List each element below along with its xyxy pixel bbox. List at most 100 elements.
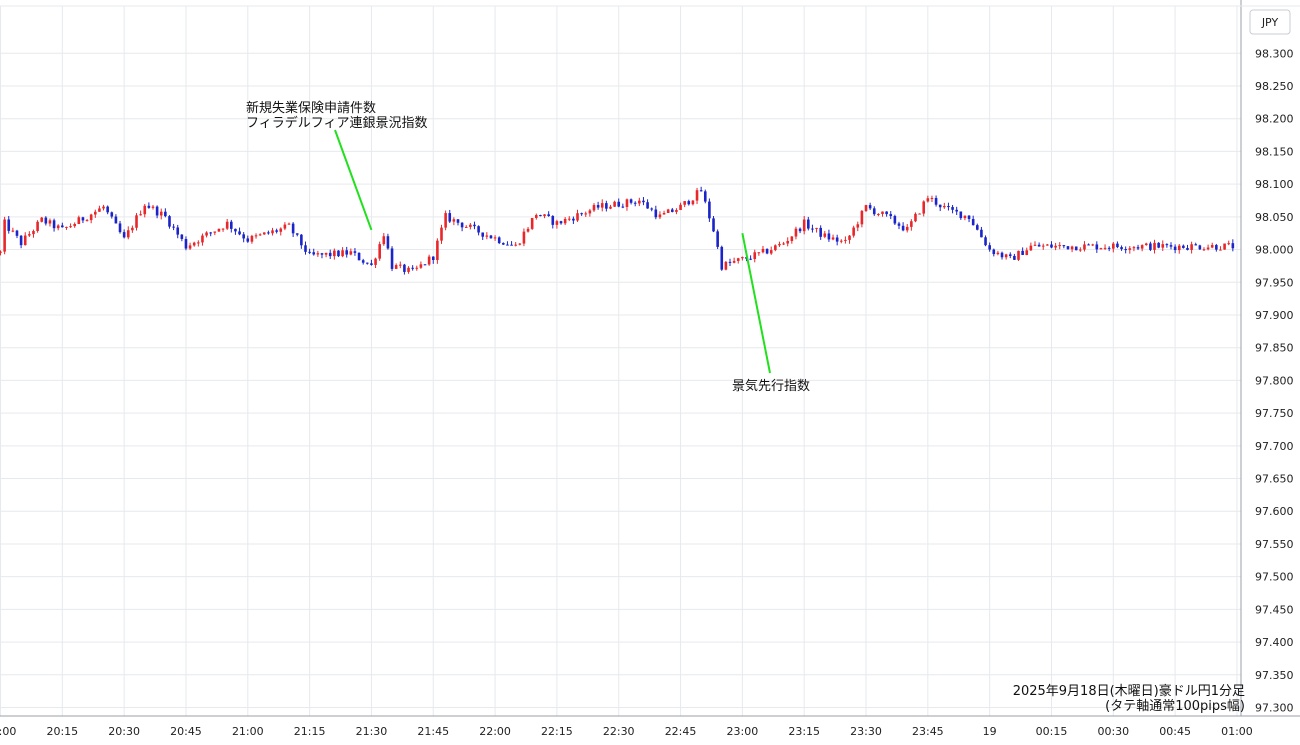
candle-body — [741, 257, 744, 259]
candle-body — [798, 228, 802, 232]
candle-body — [192, 242, 196, 246]
candle-body — [374, 258, 377, 265]
candle-body — [675, 210, 678, 212]
candle-body — [926, 198, 930, 202]
candle-body — [407, 267, 410, 272]
candle-body — [753, 252, 757, 259]
candle-body — [567, 218, 571, 220]
candle-body — [687, 201, 691, 205]
y-tick-label: 97.400 — [1255, 636, 1294, 649]
candle-body — [922, 201, 926, 214]
candle-body — [638, 200, 641, 204]
candle-body — [856, 224, 860, 228]
candle-body — [543, 214, 546, 217]
candle-body — [460, 222, 464, 228]
candle-body — [411, 267, 414, 269]
candle-body — [823, 233, 827, 237]
candle-body — [1177, 245, 1181, 251]
candle-body — [633, 202, 637, 204]
candle-body — [197, 242, 200, 244]
candle-body — [848, 235, 851, 240]
candle-body — [176, 227, 180, 235]
x-tick-label: 01:00 — [1221, 725, 1253, 738]
candle-body — [456, 219, 460, 223]
candle-body — [592, 205, 596, 211]
candle-body — [774, 245, 777, 251]
candle-body — [1120, 247, 1123, 250]
candle-body — [324, 252, 328, 255]
candle-body — [761, 248, 765, 253]
candle-body — [671, 209, 674, 212]
candle-body — [1099, 248, 1103, 250]
candle-body — [769, 250, 773, 254]
candle-body — [996, 252, 1000, 255]
x-tick-label: 21:45 — [417, 725, 449, 738]
candle-body — [0, 251, 2, 253]
candle-body — [736, 258, 740, 261]
x-tick-label: 22:00 — [479, 725, 511, 738]
y-tick-label: 98.100 — [1255, 178, 1294, 191]
candle-body — [1140, 245, 1144, 249]
candle-body — [1219, 249, 1222, 251]
candle-body — [699, 190, 703, 192]
candle-body — [469, 224, 472, 227]
candle-body — [1149, 243, 1152, 250]
candle-body — [279, 228, 283, 232]
x-tick-label: 00:30 — [1097, 725, 1129, 738]
candle-body — [1190, 244, 1193, 250]
candle-body — [877, 213, 880, 215]
candle-body — [427, 256, 431, 265]
candle-body — [547, 214, 550, 217]
candle-body — [353, 251, 357, 253]
candle-body — [662, 212, 666, 215]
candle-body — [703, 191, 707, 202]
candle-body — [975, 225, 979, 230]
candle-body — [126, 230, 130, 238]
candle-body — [955, 209, 958, 212]
candle-body — [172, 226, 175, 228]
candle-body — [1062, 245, 1066, 247]
candle-body — [378, 244, 381, 259]
candle-body — [625, 199, 629, 207]
candle-body — [794, 228, 798, 237]
candle-body — [539, 215, 542, 217]
candle-body — [1215, 245, 1218, 250]
candle-body — [201, 235, 204, 243]
candle-body — [732, 260, 736, 263]
candle-body — [1202, 249, 1206, 251]
x-tick-label: 23:00 — [727, 725, 759, 738]
candle-body — [159, 211, 163, 216]
candle-body — [1157, 242, 1160, 248]
candle-body — [320, 253, 324, 255]
x-tick-label: 20:30 — [108, 725, 140, 738]
candle-body — [1091, 244, 1094, 246]
candle-body — [584, 213, 588, 215]
candle-body — [370, 263, 373, 265]
candle-body — [778, 243, 781, 246]
candle-body — [1054, 245, 1057, 248]
candle-body — [436, 240, 439, 260]
candle-body — [596, 205, 600, 208]
x-tick-label: 23:45 — [912, 725, 944, 738]
candle-body — [914, 213, 917, 222]
candle-body — [98, 208, 101, 212]
candle-body — [572, 218, 575, 221]
candle-body — [868, 205, 872, 209]
candle-body — [1116, 243, 1119, 248]
candle-body — [40, 217, 44, 222]
candle-body — [485, 235, 489, 237]
candle-body — [1161, 244, 1165, 248]
candle-body — [1182, 245, 1185, 248]
candle-body — [580, 213, 583, 215]
candle-body — [1124, 249, 1127, 251]
candle-body — [827, 233, 831, 240]
y-tick-label: 97.900 — [1255, 309, 1294, 322]
candle-body — [1223, 243, 1226, 250]
candle-body — [110, 212, 114, 217]
candle-body — [481, 232, 485, 237]
candle-body — [61, 225, 64, 228]
candle-body — [1013, 255, 1016, 260]
candle-body — [522, 231, 526, 244]
